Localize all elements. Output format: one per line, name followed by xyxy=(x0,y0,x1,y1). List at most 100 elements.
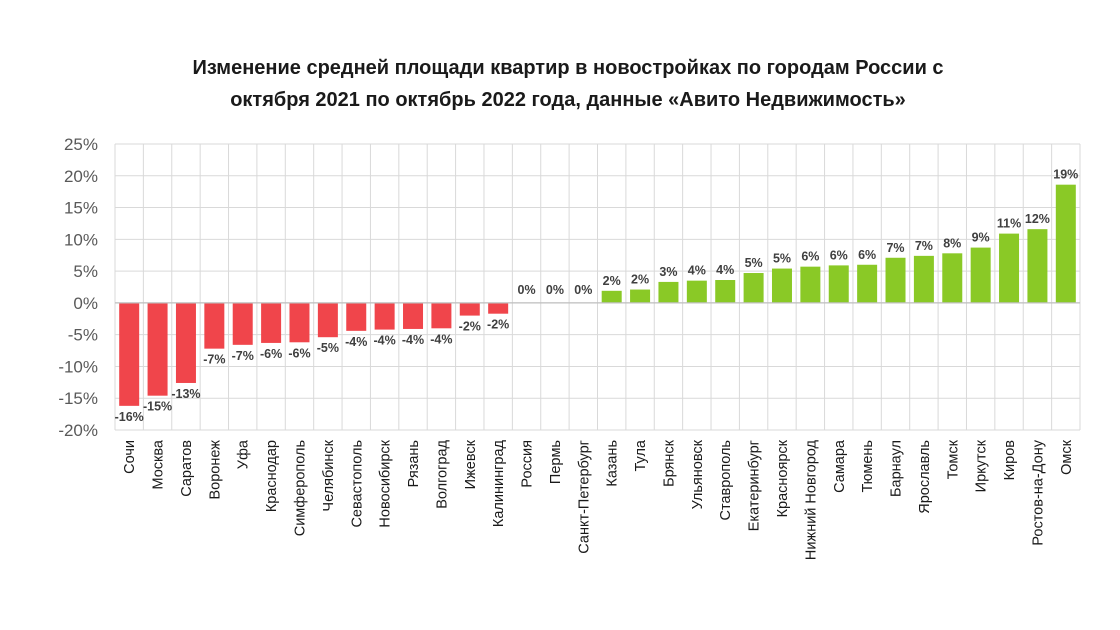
y-tick-label: -10% xyxy=(58,357,98,376)
x-tick-label: Ульяновск xyxy=(690,439,706,509)
bar xyxy=(488,302,509,314)
x-tick-label: Омск xyxy=(1059,439,1075,474)
x-tick-label: Казань xyxy=(605,440,621,487)
x-tick-label: Севастополь xyxy=(349,440,365,528)
data-label: 19% xyxy=(1053,168,1078,182)
y-tick-label: 20% xyxy=(64,167,98,186)
data-label: 0% xyxy=(518,283,536,297)
bar xyxy=(1055,184,1076,303)
x-tick-label: Тюмень xyxy=(860,440,876,493)
data-label: -13% xyxy=(171,387,200,401)
y-tick-label: -5% xyxy=(68,326,98,345)
x-tick-label: Ставрополь xyxy=(718,440,734,520)
x-tick-label: Томск xyxy=(945,439,961,479)
x-tick-label: Брянск xyxy=(661,439,677,487)
bar xyxy=(204,302,225,349)
x-tick-label: Саратов xyxy=(179,440,195,497)
bar xyxy=(658,281,679,303)
x-tick-label: Рязань xyxy=(406,440,422,487)
bar xyxy=(261,302,282,343)
data-label: 4% xyxy=(716,263,734,277)
chart-title-line-1: Изменение средней площади квартир в ново… xyxy=(192,57,944,79)
data-label: 11% xyxy=(997,217,1021,231)
bar xyxy=(715,280,736,303)
x-tick-label: Ижевск xyxy=(463,439,479,489)
x-tick-label: Челябинск xyxy=(321,439,337,511)
data-label: 5% xyxy=(745,256,763,270)
chart-title: Изменение средней площади квартир в ново… xyxy=(0,52,1120,116)
bar xyxy=(970,247,991,303)
data-label: -2% xyxy=(459,320,481,334)
data-label: 6% xyxy=(858,248,876,262)
bar xyxy=(147,302,168,396)
x-tick-label: Ростов-на-Дону xyxy=(1030,439,1046,545)
bar xyxy=(317,302,338,338)
data-label: 5% xyxy=(773,252,791,266)
data-label: 7% xyxy=(915,239,933,253)
data-label: 7% xyxy=(886,241,904,255)
bar xyxy=(346,302,367,331)
bar xyxy=(913,255,934,303)
chart-title-line-2: октября 2021 по октябрь 2022 года, данны… xyxy=(230,89,906,111)
bar xyxy=(175,302,196,383)
data-label: 0% xyxy=(546,283,564,297)
data-label: -5% xyxy=(317,341,339,355)
bar xyxy=(403,302,424,329)
bar xyxy=(942,253,963,303)
data-label: -16% xyxy=(115,410,144,424)
data-label: 0% xyxy=(574,283,592,297)
bar xyxy=(119,302,140,406)
x-tick-label: Киров xyxy=(1002,440,1018,481)
y-tick-label: 10% xyxy=(64,230,98,249)
x-tick-label: Волгоград xyxy=(434,439,450,508)
data-label: -6% xyxy=(288,346,310,360)
bar xyxy=(800,266,821,303)
data-label: 12% xyxy=(1025,212,1050,226)
y-tick-label: -20% xyxy=(58,421,98,440)
data-label: 2% xyxy=(603,274,621,288)
data-label: 8% xyxy=(943,236,961,250)
x-tick-label: Санкт-Петербург xyxy=(576,440,592,554)
data-label: 3% xyxy=(659,265,677,279)
bar xyxy=(374,302,395,330)
data-label: 6% xyxy=(801,250,819,264)
x-tick-label: Красноярск xyxy=(775,439,791,517)
x-tick-label: Россия xyxy=(520,440,536,488)
bar xyxy=(232,302,253,345)
data-label: -4% xyxy=(345,335,367,349)
x-tick-label: Самара xyxy=(832,439,848,493)
data-label: 6% xyxy=(830,248,848,262)
bar xyxy=(289,302,310,343)
bar xyxy=(999,233,1020,303)
data-label: -6% xyxy=(260,347,282,361)
x-tick-label: Пермь xyxy=(548,440,564,484)
bar xyxy=(630,289,651,303)
y-tick-label: 0% xyxy=(73,294,98,313)
x-tick-label: Екатеринбург xyxy=(747,440,763,531)
x-tick-label: Калининград xyxy=(491,439,507,527)
data-label: -15% xyxy=(143,400,172,414)
data-label: -4% xyxy=(402,333,424,347)
data-label: -7% xyxy=(232,349,254,363)
y-tick-label: 25% xyxy=(64,135,98,154)
bar xyxy=(459,302,480,316)
bar xyxy=(601,290,622,303)
x-tick-label: Краснодар xyxy=(264,440,280,512)
x-tick-label: Тула xyxy=(633,439,649,471)
bar xyxy=(431,302,452,329)
data-label: -7% xyxy=(203,353,225,367)
x-tick-label: Симферополь xyxy=(292,440,308,536)
y-tick-label: 15% xyxy=(64,199,98,218)
y-tick-label: -15% xyxy=(58,389,98,408)
x-tick-label: Сочи xyxy=(122,440,138,474)
data-label: -2% xyxy=(487,318,509,332)
x-tick-label: Нижний Новгород xyxy=(803,439,819,560)
data-label: 9% xyxy=(972,231,990,245)
bar xyxy=(1027,229,1048,303)
y-tick-label: 5% xyxy=(73,262,98,281)
data-label: 2% xyxy=(631,273,649,287)
x-tick-label: Новосибирск xyxy=(378,439,394,527)
x-tick-label: Воронеж xyxy=(207,440,223,500)
data-label: -4% xyxy=(374,334,396,348)
